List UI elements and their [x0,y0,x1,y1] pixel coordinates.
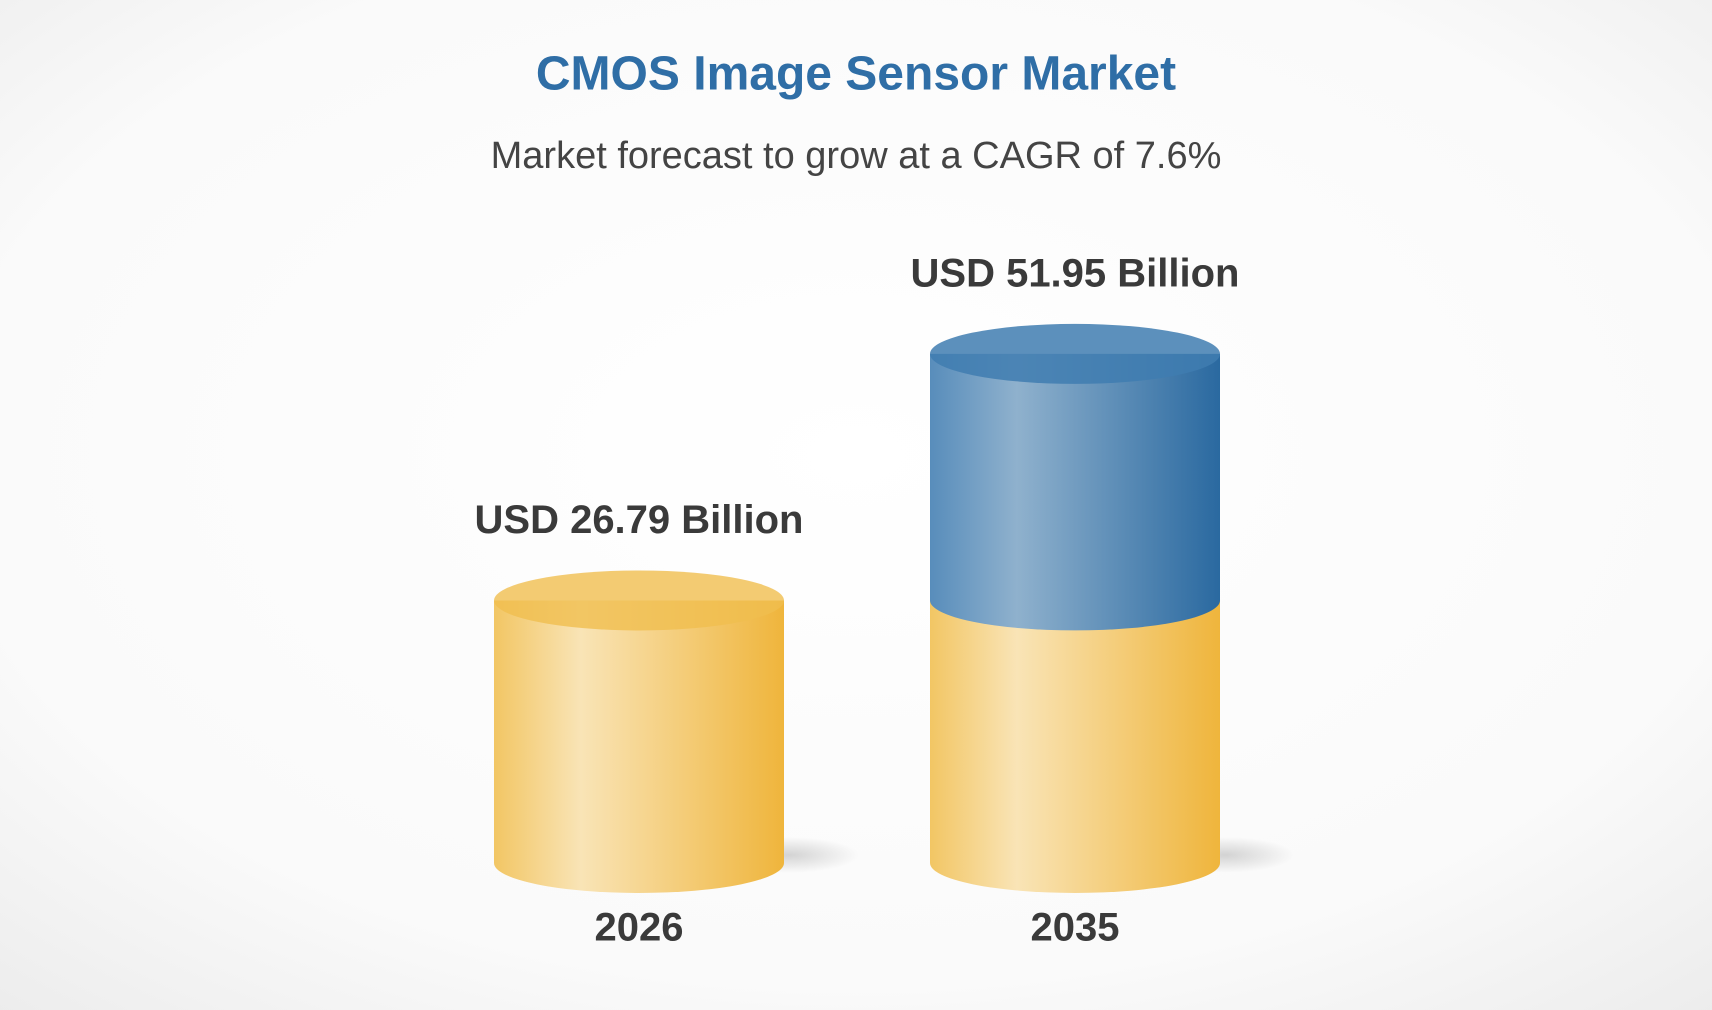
cylinder-top [930,323,1220,384]
value-label: USD 51.95 Billion [911,251,1240,295]
value-label: USD 26.79 Billion [475,498,804,542]
chart-subtitle: Market forecast to grow at a CAGR of 7.6… [491,135,1222,177]
cylinder-base [930,600,1220,893]
x-tick-label: 2026 [595,906,684,950]
cylinder-growth [930,353,1220,631]
cylinder [494,570,859,893]
cylinder-top [494,570,784,631]
cylinder [930,323,1295,893]
x-tick-label: 2035 [1031,906,1120,950]
chart-title: CMOS Image Sensor Market [536,48,1176,101]
cylinder-base [494,600,784,893]
